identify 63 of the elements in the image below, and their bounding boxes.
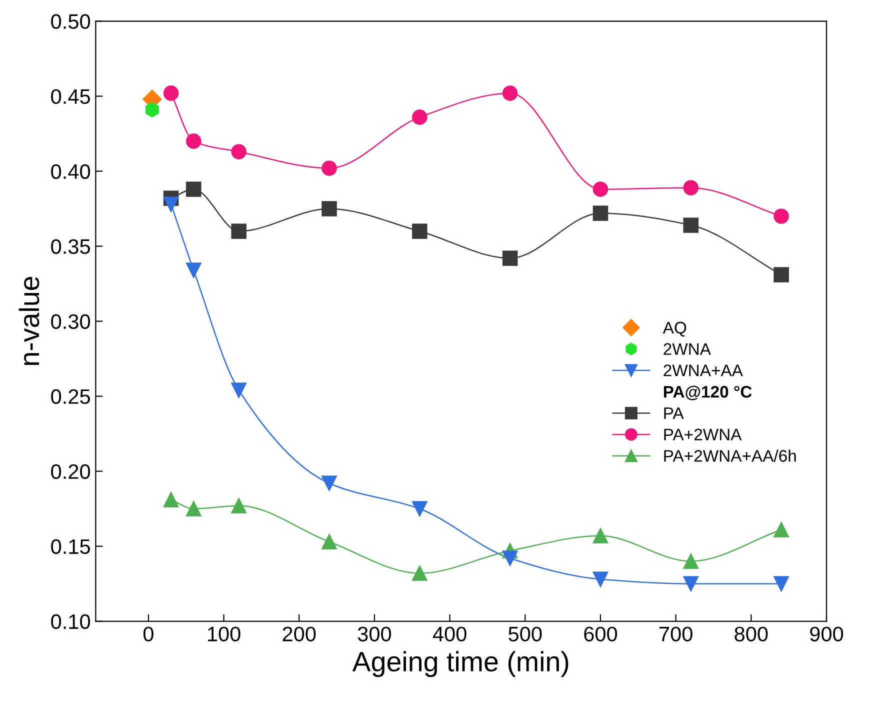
y-tick-label: 0.30 bbox=[51, 314, 90, 329]
y-tick-label: 0.40 bbox=[51, 164, 90, 179]
point bbox=[412, 501, 428, 516]
point bbox=[592, 528, 608, 544]
point bbox=[502, 550, 518, 566]
point bbox=[186, 262, 202, 278]
point bbox=[774, 522, 789, 538]
point bbox=[231, 144, 246, 160]
point bbox=[163, 86, 179, 101]
point bbox=[322, 160, 337, 176]
y-tick-label: 0.45 bbox=[51, 89, 90, 104]
x-tick-label: 900 bbox=[810, 626, 844, 642]
x-tick-label: 100 bbox=[208, 626, 240, 642]
point bbox=[592, 182, 608, 197]
x-tick-label: 500 bbox=[508, 626, 542, 642]
point bbox=[322, 201, 337, 216]
point bbox=[163, 492, 179, 508]
x-tick-label: 400 bbox=[432, 626, 466, 642]
point bbox=[186, 182, 202, 197]
point bbox=[592, 572, 608, 587]
y-tick-label: 0.15 bbox=[51, 539, 90, 554]
y-tick-label: 0.25 bbox=[51, 389, 90, 404]
point bbox=[322, 534, 337, 550]
y-axis-title: n-value bbox=[18, 276, 40, 365]
point bbox=[186, 134, 202, 149]
legend-label: PA+2WNA bbox=[664, 428, 742, 440]
point bbox=[231, 224, 246, 239]
x-tick-label: 200 bbox=[282, 626, 316, 642]
point bbox=[774, 267, 789, 282]
point bbox=[683, 554, 699, 569]
point bbox=[231, 382, 246, 398]
point bbox=[774, 208, 789, 224]
x-tick-label: 300 bbox=[358, 626, 392, 642]
y-tick-label: 0.10 bbox=[51, 614, 90, 630]
point bbox=[502, 86, 518, 101]
legend-label: AQ bbox=[662, 322, 686, 337]
point bbox=[231, 498, 246, 514]
x-tick-label: 600 bbox=[584, 626, 618, 642]
point bbox=[683, 576, 699, 592]
point bbox=[502, 250, 518, 266]
point bbox=[322, 476, 337, 491]
y-tick-label: 0.20 bbox=[51, 464, 90, 480]
point bbox=[145, 102, 159, 118]
x-tick-label: 800 bbox=[734, 626, 768, 642]
y-tick-label: 0.50 bbox=[51, 14, 90, 29]
x-tick-label: 0 bbox=[143, 626, 154, 642]
point bbox=[412, 224, 428, 239]
point bbox=[412, 110, 428, 125]
y-tick-label: 0.35 bbox=[51, 239, 90, 254]
legend-label: PA+2WNA+AA/6h bbox=[664, 450, 796, 462]
legend-label: 2WNA bbox=[664, 343, 711, 355]
point bbox=[163, 196, 179, 212]
point bbox=[683, 180, 699, 196]
annotation: PA@120 °C bbox=[664, 386, 752, 400]
point bbox=[186, 501, 202, 516]
point bbox=[592, 206, 608, 221]
legend-label: 2WNA+AA bbox=[664, 364, 743, 376]
point bbox=[774, 576, 789, 592]
legend-label: PA bbox=[664, 407, 684, 419]
x-axis-title: Ageing time (min) bbox=[352, 651, 568, 678]
point bbox=[412, 566, 428, 581]
point bbox=[683, 218, 699, 233]
x-tick-label: 700 bbox=[660, 626, 692, 642]
